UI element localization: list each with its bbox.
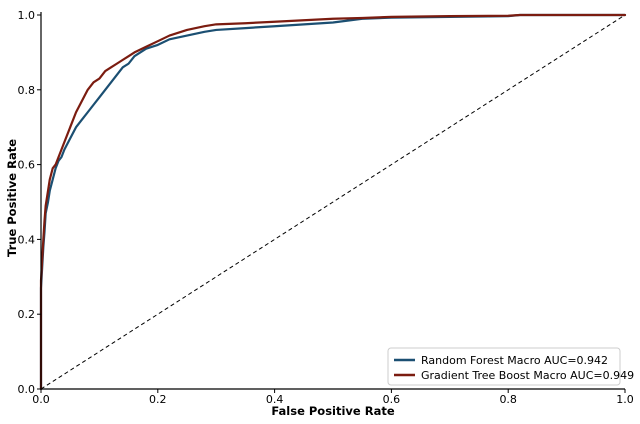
y-tick-label: 0.6 <box>18 159 36 172</box>
legend-label: Gradient Tree Boost Macro AUC=0.949 <box>421 369 634 382</box>
x-tick-label: 0.6 <box>383 393 401 406</box>
series-line-random-forest <box>39 13 627 391</box>
x-tick-label: 0.0 <box>32 393 50 406</box>
legend-label: Random Forest Macro AUC=0.942 <box>421 354 608 367</box>
y-axis-title: True Positive Rate <box>5 139 19 257</box>
legend-box <box>387 347 621 386</box>
y-tick-label: 1.0 <box>18 9 36 22</box>
x-tick-label: 1.0 <box>616 393 634 406</box>
x-tick-label: 0.4 <box>266 393 284 406</box>
y-tick-label: 0.8 <box>18 84 36 97</box>
x-tick-label: 0.2 <box>149 393 167 406</box>
y-tick-label: 0.4 <box>18 233 36 246</box>
series-line-gradient-tree-boost <box>39 13 627 391</box>
x-tick-label: 0.8 <box>499 393 517 406</box>
diagonal-reference-line <box>40 14 626 390</box>
plot-area: 0.0 0.2 0.4 0.6 0.8 1.0 0.0 0.2 0.4 0.6 0.8 1.0 <box>18 9 634 406</box>
y-tick-label: 0.2 <box>18 308 36 321</box>
y-tick-label: 0.0 <box>18 383 36 396</box>
legend: Random Forest Macro AUC=0.942 Gradient Tr… <box>387 347 634 386</box>
x-axis-title: False Positive Rate <box>271 404 394 418</box>
